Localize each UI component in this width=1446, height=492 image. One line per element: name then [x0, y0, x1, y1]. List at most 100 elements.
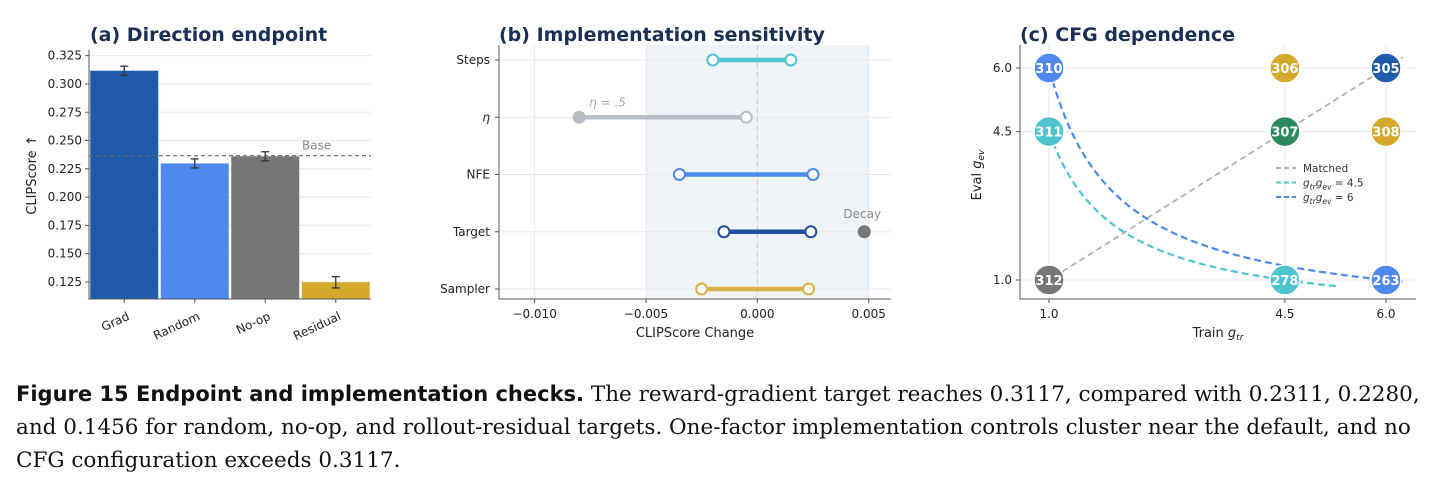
cfg-point-marker — [1269, 264, 1301, 296]
x-tick-label: −0.005 — [624, 307, 668, 321]
cfg-point: 307 — [1269, 115, 1301, 148]
cfg-point: 263 — [1370, 264, 1402, 296]
cfg-point-marker — [1370, 264, 1402, 296]
panel-a: (a) Direction endpoint 0.125 0.150 0.175 0.… — [25, 24, 371, 343]
cfg-point-marker — [1370, 52, 1402, 84]
extra-point — [857, 225, 871, 239]
y-tick-label: 0.325 — [48, 49, 82, 63]
cfg-point-marker — [1033, 264, 1065, 296]
y-tick-label: 1.0 — [993, 273, 1012, 287]
curve-1 — [1044, 121, 1339, 288]
legend-text-part: g — [1303, 178, 1310, 190]
panel-c-title: (c) CFG dependence — [1020, 24, 1235, 46]
legend-label: Matched — [1303, 163, 1348, 175]
dumbbell-low-point — [672, 168, 686, 181]
cfg-point: 311 — [1033, 115, 1065, 148]
cfg-point-marker — [1269, 52, 1301, 84]
cfg-point: 306 — [1269, 52, 1301, 84]
dumbbell-1: η = .5 — [572, 95, 753, 124]
panel-b-axes — [498, 45, 891, 300]
error-bar — [190, 158, 199, 169]
caption-label: Figure 15 Endpoint and implementation ch… — [16, 382, 585, 406]
figure-canvas: (a) Direction endpoint 0.125 0.150 0.175 0.… — [25, 24, 1416, 343]
x-tick-label: 0.005 — [852, 307, 886, 321]
y-tick-label: 4.5 — [993, 125, 1012, 139]
caption-text: The reward-gradient target reaches 0.311… — [16, 382, 1420, 473]
dumbbell-high-point — [739, 110, 753, 124]
x-tick-label: 0.000 — [740, 307, 774, 321]
dumbbell-high-point — [806, 168, 820, 181]
dumbbell-high-point — [804, 225, 818, 239]
legend-text-part: ev — [1322, 183, 1332, 192]
bar-no-op — [231, 156, 300, 299]
dumbbell-low-point — [706, 53, 720, 67]
x-tick-label: 6.0 — [1376, 307, 1395, 321]
cfg-point-label: 263 — [1372, 274, 1399, 289]
y-tick-label: 0.250 — [48, 134, 82, 148]
y-tick-label: 0.275 — [48, 105, 82, 119]
figure-caption: Figure 15 Endpoint and implementation ch… — [16, 378, 1432, 477]
cfg-point: 305 — [1370, 52, 1402, 84]
row-label: Target — [452, 225, 490, 239]
legend-text-part: = 6 — [1331, 192, 1353, 204]
dumbbell-2 — [672, 168, 820, 181]
dumbbell-0 — [706, 53, 798, 67]
panel-a-axes — [88, 50, 371, 300]
x-tick-label: Grad — [99, 309, 131, 334]
cfg-point-label: 312 — [1035, 274, 1062, 289]
cfg-point-label: 307 — [1271, 126, 1298, 141]
cfg-point-marker — [1033, 52, 1065, 84]
x-tick-label: −0.010 — [512, 307, 556, 321]
row-label: Sampler — [440, 282, 490, 296]
cfg-point-marker — [1033, 115, 1065, 148]
legend-text-part: tr — [1310, 197, 1317, 206]
cfg-point-marker — [1370, 115, 1402, 148]
x-tick-label: Residual — [291, 309, 343, 343]
y-tick-label: 0.150 — [48, 247, 82, 261]
cfg-point-label: 306 — [1271, 62, 1298, 77]
dumbbell-4 — [695, 282, 816, 296]
legend-text-part: ev — [1322, 197, 1332, 206]
dumbbell-high-point — [784, 53, 798, 67]
cfg-point: 308 — [1370, 115, 1402, 148]
cfg-point-label: 278 — [1271, 274, 1298, 289]
legend-text-part: g — [1303, 192, 1310, 204]
row-label: η — [482, 110, 490, 124]
panel-c-ylabel: Eval gev — [970, 149, 987, 200]
legend-text-part: g — [1316, 178, 1323, 190]
dumbbell-low-point — [572, 110, 586, 124]
y-tick-label: 0.300 — [48, 77, 82, 91]
cfg-point: 312 — [1033, 264, 1065, 296]
extra-point-label: Decay — [843, 207, 881, 221]
dumbbell-high-point — [802, 282, 816, 296]
y-tick-label: 0.175 — [48, 218, 82, 232]
curve-2 — [1045, 59, 1403, 283]
panel-c: (c) CFG dependence 310 306 305 311 307 308 312… — [970, 24, 1416, 343]
legend-text-part: g — [1316, 192, 1323, 204]
bar-residual — [301, 282, 370, 299]
panel-a-title: (a) Direction endpoint — [90, 24, 327, 46]
panel-a-ylabel: CLIPScore ↑ — [25, 135, 40, 214]
x-tick-label: 4.5 — [1275, 307, 1294, 321]
bar-grad — [90, 70, 159, 299]
cfg-point-label: 310 — [1035, 62, 1062, 77]
x-tick-label: 1.0 — [1039, 307, 1058, 321]
baseline-label: Base — [302, 139, 331, 153]
curve-0 — [1045, 56, 1404, 283]
y-tick-label: 0.200 — [48, 190, 82, 204]
row-annotation: η = .5 — [589, 95, 626, 109]
dumbbell-low-point — [695, 282, 709, 296]
cfg-point: 278 — [1269, 264, 1301, 296]
x-tick-label: Random — [151, 309, 202, 343]
cfg-point: 310 — [1033, 52, 1065, 84]
legend-label: gtrgev = 4.5 — [1303, 178, 1364, 192]
panel-b-title: (b) Implementation sensitivity — [499, 24, 825, 46]
cfg-point-label: 305 — [1372, 62, 1399, 77]
cfg-point-marker — [1269, 115, 1301, 148]
row-label: NFE — [467, 168, 490, 182]
bar-random — [160, 163, 229, 299]
dumbbell-3: Decay — [717, 207, 881, 239]
error-bar — [331, 275, 340, 289]
panel-b: (b) Implementation sensitivity Steps η η =… — [440, 24, 891, 341]
cfg-point-label: 311 — [1035, 126, 1062, 141]
